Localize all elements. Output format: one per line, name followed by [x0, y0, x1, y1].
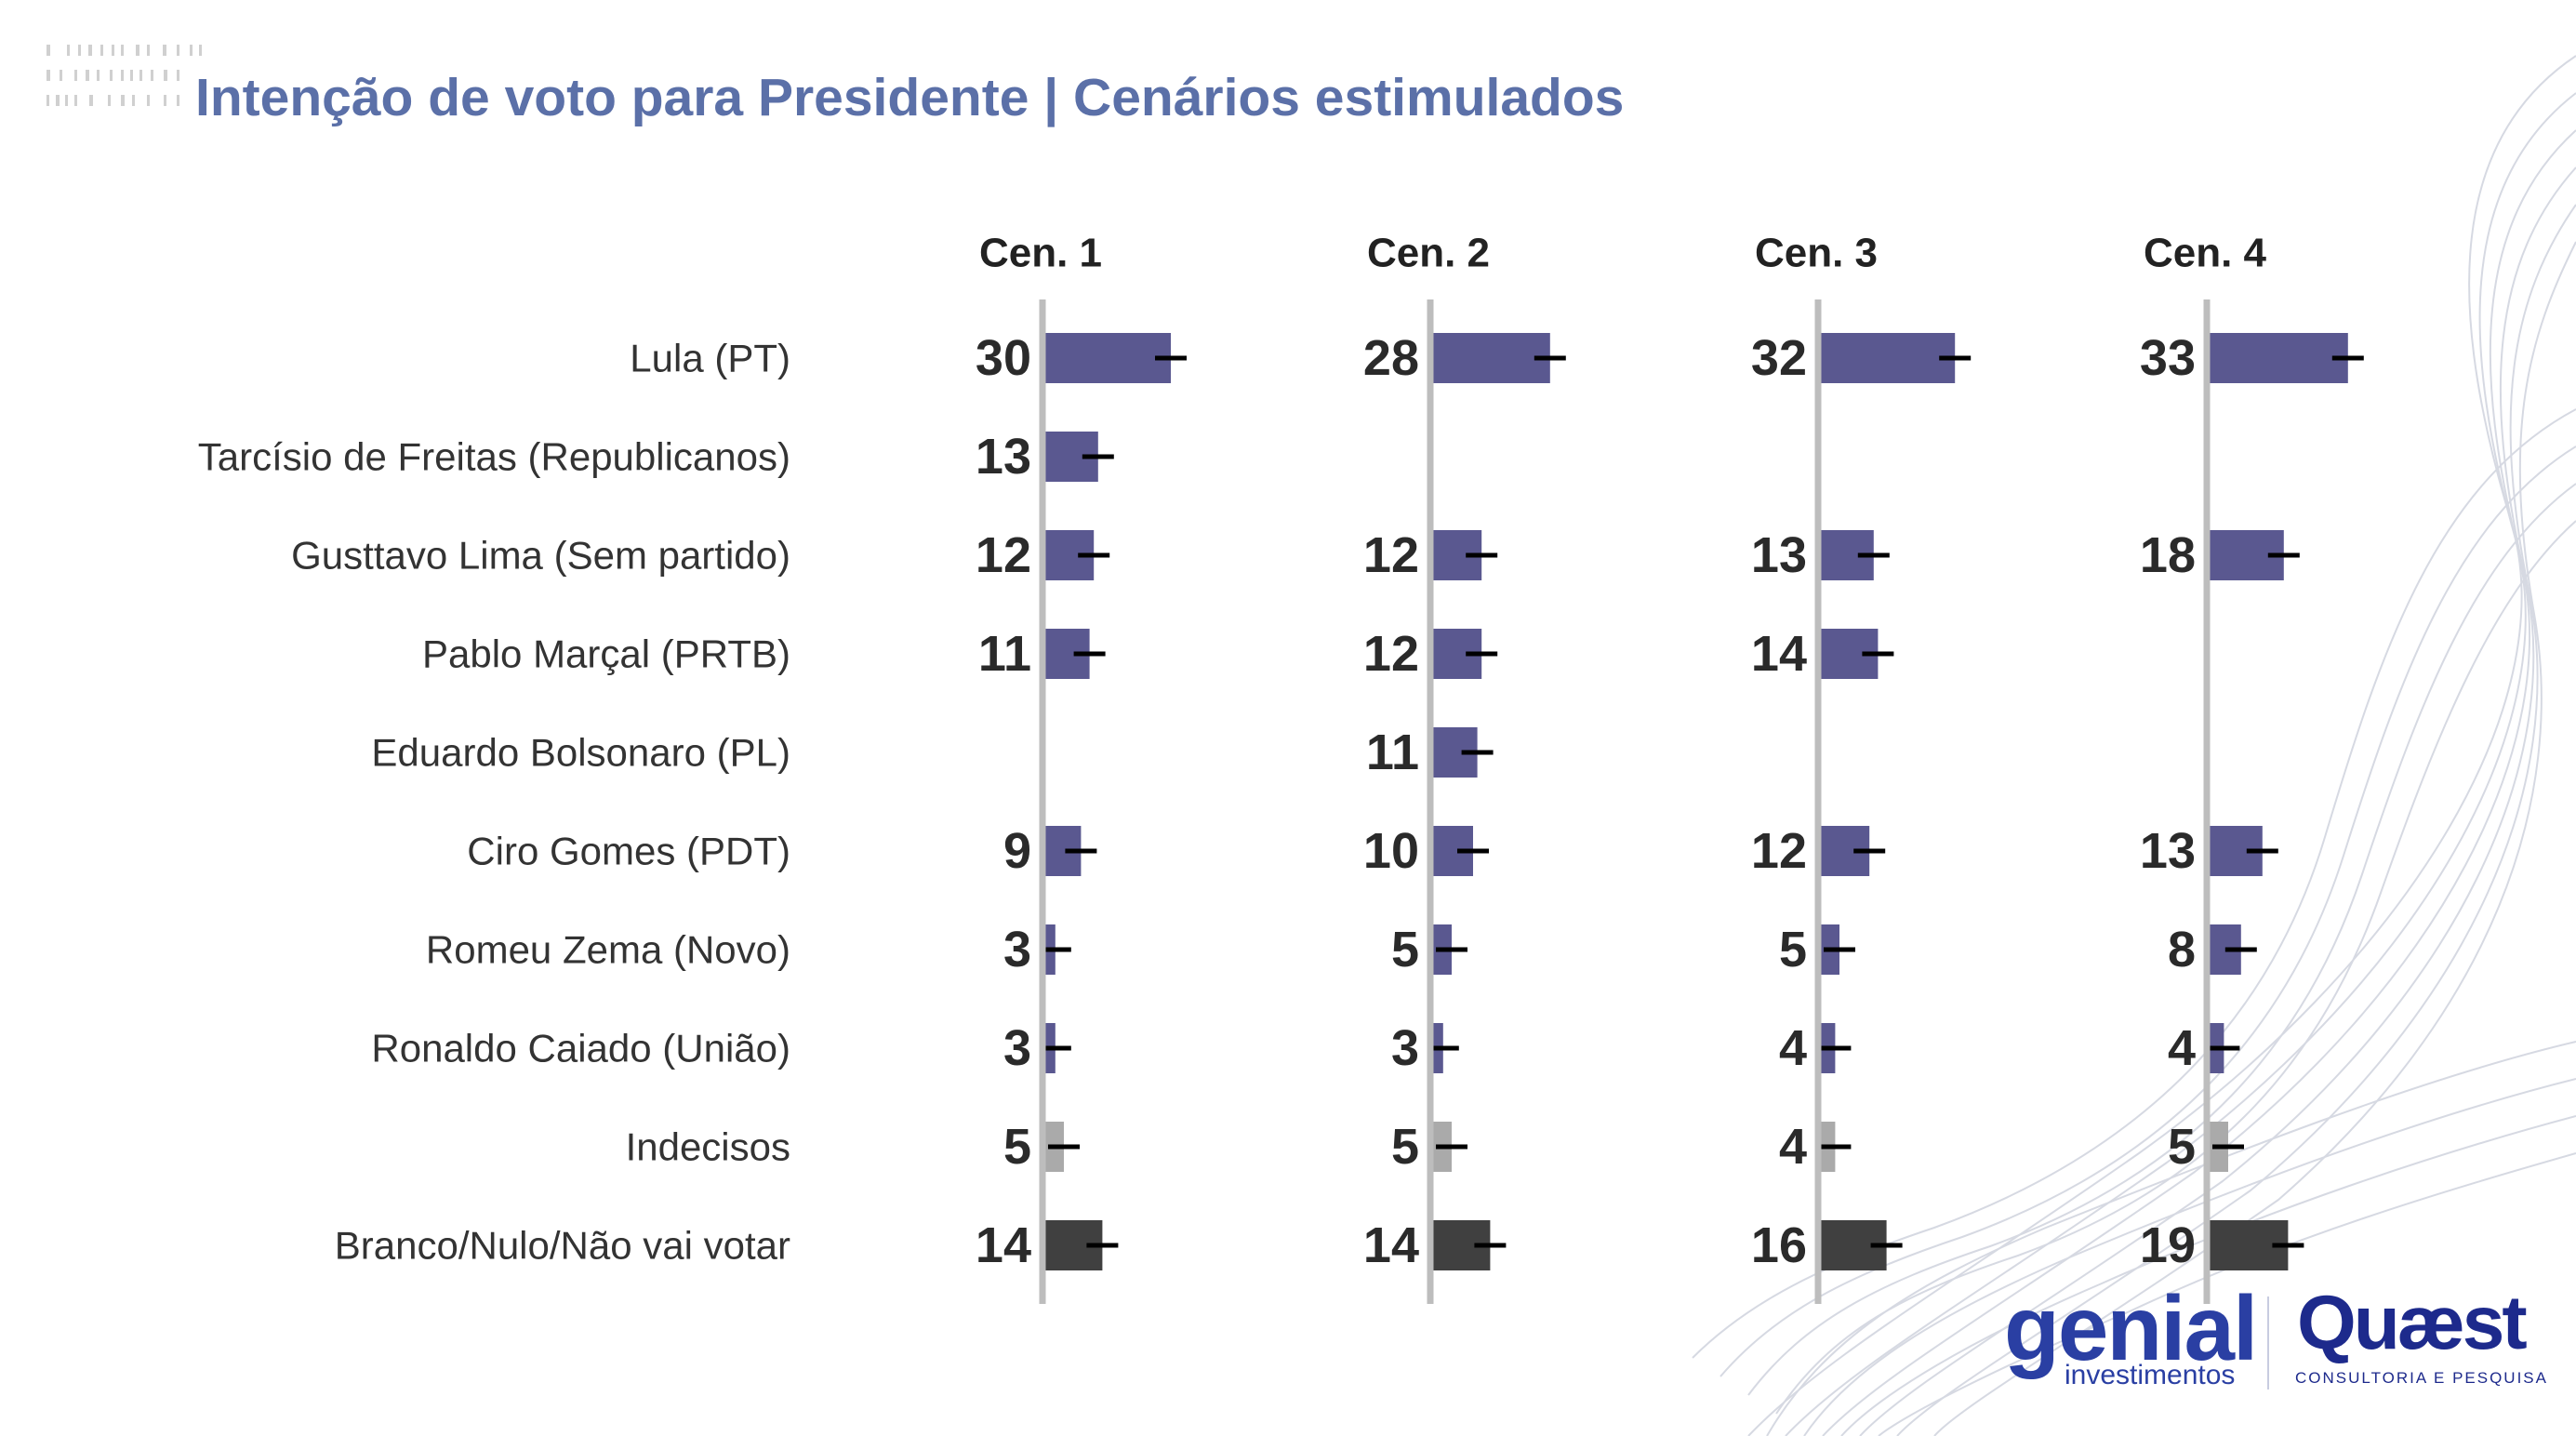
panel-header: Cen. 4 [2144, 231, 2267, 276]
data-label: 5 [1003, 1119, 1031, 1175]
data-label: 5 [2168, 1119, 2196, 1175]
data-bar [1430, 333, 1550, 383]
data-label: 5 [1391, 1119, 1419, 1175]
panel-header: Cen. 1 [979, 231, 1102, 276]
data-label: 13 [2140, 823, 2196, 879]
page-title: Intenção de voto para Presidente | Cenár… [195, 68, 1625, 127]
data-label: 8 [2168, 922, 2196, 977]
data-label: 12 [976, 527, 1031, 583]
genial-logo-subtitle: investimentos [2065, 1360, 2236, 1390]
quaest-logo-subtitle: CONSULTORIA E PESQUISA [2295, 1369, 2548, 1387]
data-label: 5 [1391, 922, 1419, 977]
wave-lines-decoration [1692, 55, 2576, 1436]
data-bar [1042, 333, 1171, 383]
panel-header: Cen. 2 [1367, 231, 1490, 276]
data-label: 14 [976, 1217, 1031, 1273]
data-label: 5 [1779, 922, 1807, 977]
category-label: Ronaldo Caiado (União) [371, 1027, 790, 1070]
data-label: 12 [1363, 626, 1419, 682]
data-label: 28 [1363, 330, 1419, 386]
data-label: 12 [1751, 823, 1807, 879]
panel-header: Cen. 3 [1755, 231, 1878, 276]
data-label: 9 [1003, 823, 1031, 879]
data-label: 11 [1366, 725, 1419, 780]
data-label: 13 [976, 429, 1031, 485]
data-label: 4 [1779, 1119, 1807, 1175]
category-label: Romeu Zema (Novo) [426, 928, 790, 972]
data-label: 14 [1751, 626, 1807, 682]
barcode-pattern-icon [46, 45, 202, 106]
data-label: 18 [2140, 527, 2196, 583]
genial-logo: genial [2004, 1277, 2258, 1379]
category-label: Lula (PT) [630, 337, 790, 380]
data-label: 33 [2140, 330, 2196, 386]
data-label: 14 [1363, 1217, 1419, 1273]
category-label: Branco/Nulo/Não vai votar [335, 1224, 790, 1268]
logo-divider [2267, 1296, 2269, 1389]
data-label: 13 [1751, 527, 1807, 583]
category-label: Ciro Gomes (PDT) [467, 830, 790, 873]
logos: genial investimentos Quæst CONSULTORIA E… [1990, 1277, 2548, 1404]
data-bar [1818, 333, 1956, 383]
data-label: 10 [1363, 823, 1419, 879]
data-label: 19 [2140, 1217, 2196, 1273]
data-bar [2207, 333, 2348, 383]
quaest-logo: Quæst [2297, 1281, 2528, 1365]
data-label: 16 [1751, 1217, 1807, 1273]
data-label: 30 [976, 330, 1031, 386]
category-label: Tarcísio de Freitas (Republicanos) [198, 435, 790, 479]
data-label: 12 [1363, 527, 1419, 583]
category-label: Indecisos [626, 1125, 790, 1169]
category-label: Gusttavo Lima (Sem partido) [291, 534, 790, 578]
data-label: 3 [1003, 922, 1031, 977]
category-label: Pablo Marçal (PRTB) [422, 632, 790, 676]
data-label: 4 [2168, 1020, 2196, 1076]
data-label: 32 [1751, 330, 1807, 386]
data-label: 11 [978, 626, 1031, 682]
data-label: 3 [1003, 1020, 1031, 1076]
category-label: Eduardo Bolsonaro (PL) [371, 731, 790, 775]
data-label: 4 [1779, 1020, 1807, 1076]
data-label: 3 [1391, 1020, 1419, 1076]
